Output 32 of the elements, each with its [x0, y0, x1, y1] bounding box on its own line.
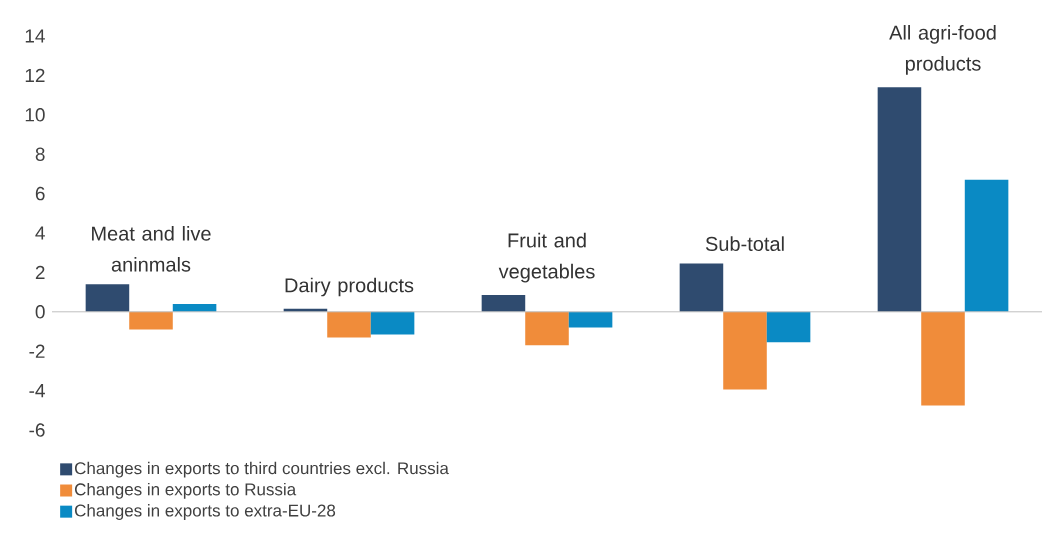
- x-tick-label: Meat and live aninmals: [92, 225, 211, 272]
- y-tick-label: -2: [29, 344, 45, 358]
- y-tick-label: 4: [35, 226, 45, 240]
- x-tick-label: Sub-total: [705, 236, 784, 252]
- x-tick-label: Fruit and vegetables: [498, 232, 595, 283]
- bar: [370, 311, 415, 335]
- x-tick-label: All agri-food products: [889, 25, 996, 75]
- bar: [877, 87, 922, 312]
- bar: [568, 311, 613, 328]
- y-tick-label: 2: [35, 265, 45, 280]
- y-tick-label: 0: [35, 305, 45, 319]
- y-tick-label: -4: [29, 384, 45, 398]
- bar: [921, 311, 965, 406]
- y-tick-label: 8: [35, 147, 45, 161]
- y-tick-label: -6: [29, 423, 45, 437]
- bar: [525, 311, 569, 346]
- legend-label: Changes in exports to third countries excl. Russia: [75, 461, 449, 478]
- bar: [723, 311, 767, 390]
- bar: [327, 311, 371, 338]
- y-tick-label: 14: [25, 29, 45, 43]
- legend-label: Changes in exports to extra-EU-28: [75, 504, 336, 520]
- bar: [964, 179, 1009, 312]
- y-tick-label: 10: [25, 108, 45, 122]
- bar: [85, 284, 130, 312]
- y-tick-label: 6: [35, 186, 45, 201]
- bar: [129, 311, 173, 330]
- y-tick-label: 12: [25, 68, 45, 83]
- legend-label: Changes in exports to Russia: [75, 482, 297, 499]
- bar: [766, 311, 811, 343]
- bar: [481, 295, 526, 312]
- bar: [679, 263, 724, 312]
- x-tick-label: Dairy products: [285, 277, 414, 297]
